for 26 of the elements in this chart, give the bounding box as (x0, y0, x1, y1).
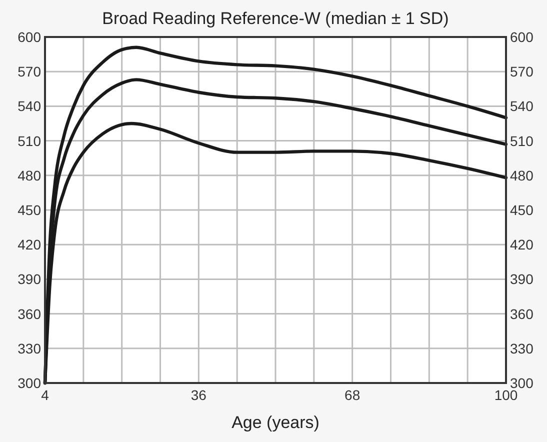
x-tick-label: 68 (344, 387, 360, 403)
y2-tick-label: 510 (510, 132, 534, 149)
x-axis-title: Age (years) (232, 413, 320, 432)
y2-tick-label: 450 (510, 202, 534, 218)
y-tick-label: 570 (18, 64, 42, 80)
y2-tick-label: 540 (510, 98, 534, 114)
y-tick-label: 600 (18, 29, 42, 45)
y-tick-label: 420 (18, 236, 42, 253)
y2-tick-label: 360 (510, 306, 534, 322)
y-tick-label: 330 (18, 340, 42, 356)
y2-tick-label: 420 (510, 236, 534, 253)
x-tick-label: 4 (41, 387, 50, 403)
y-tick-label: 540 (18, 98, 42, 114)
y-tick-label: 300 (18, 375, 42, 391)
y2-tick-label: 570 (510, 64, 534, 80)
y-tick-label: 390 (18, 271, 42, 288)
y2-tick-label: 390 (510, 271, 534, 288)
y-tick-label: 450 (18, 202, 42, 218)
x-tick-label: 36 (190, 387, 207, 403)
y-tick-label: 480 (18, 167, 42, 184)
y2-tick-label: 480 (510, 167, 534, 184)
chart-title: Broad Reading Reference-W (median ± 1 SD) (102, 9, 449, 28)
y-tick-label: 510 (18, 132, 42, 149)
y2-tick-label: 330 (510, 340, 534, 356)
y2-tick-label: 600 (510, 29, 534, 45)
y-tick-label: 360 (18, 306, 42, 322)
